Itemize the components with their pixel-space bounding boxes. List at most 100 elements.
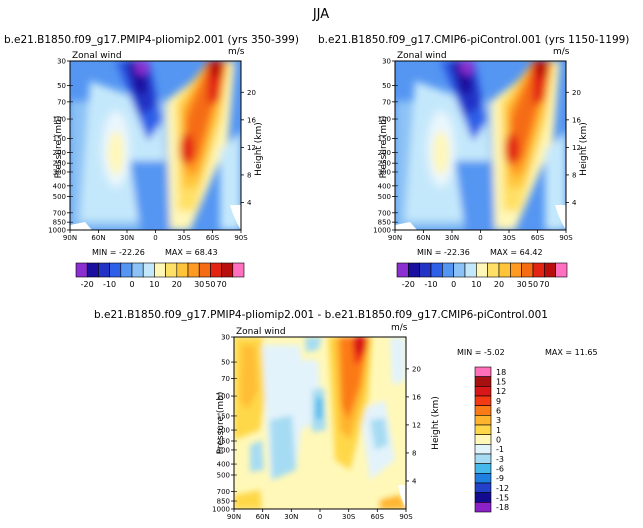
panel-title: b.e21.B1850.f09_g17.PMIP4-pliomip2.001 (… — [4, 34, 299, 46]
y-tick-label: 300 — [217, 446, 230, 454]
x-tick-label: 30S — [342, 513, 356, 521]
contour-field — [234, 337, 406, 509]
colorbar-label: 70 — [539, 280, 549, 289]
colorbar-label: -18 — [496, 503, 509, 512]
y-tick-label: 70 — [221, 375, 230, 383]
colorbar-label: 30 — [194, 280, 204, 289]
y2-tick-label: 12 — [412, 421, 421, 429]
colorbar-swatch — [442, 262, 454, 278]
colorbar-swatch — [176, 262, 189, 278]
y-tick-label: 70 — [382, 98, 391, 106]
x-tick-label: 60S — [206, 234, 220, 242]
colorbar-label: 10 — [149, 280, 159, 289]
y-tick-label: 400 — [53, 182, 66, 190]
colorbar-label: -10 — [424, 280, 437, 289]
y-tick-label: 300 — [378, 168, 391, 176]
colorbar-label: 12 — [496, 387, 506, 396]
y-tick-label: 700 — [53, 209, 66, 217]
y-tick-label: 30 — [57, 58, 66, 66]
min-label: MIN = -22.26 — [92, 248, 145, 257]
colorbar-label: 30 — [517, 280, 527, 289]
y2-axis-label: Height (km) — [579, 122, 589, 176]
y-tick-label: 150 — [378, 135, 391, 143]
y-tick-label: 30 — [221, 334, 230, 342]
colorbar-swatch — [408, 262, 420, 278]
contour-field — [70, 59, 241, 230]
panel-difference: b.e21.B1850.f09_g17.PMIP4-pliomip2.001 -… — [94, 309, 598, 521]
colorbar-swatch — [430, 262, 443, 278]
colorbar-swatch — [187, 262, 200, 278]
y-tick-label: 150 — [217, 412, 230, 420]
x-tick-label: 30S — [502, 234, 516, 242]
figure-title: JJA — [312, 7, 329, 22]
y-tick-label: 100 — [378, 116, 391, 124]
x-tick-label: 90N — [227, 513, 241, 521]
colorbar-swatch — [131, 262, 144, 278]
y-tick-label: 150 — [53, 135, 66, 143]
colorbar-swatch — [142, 262, 155, 278]
colorbar-swatch — [474, 463, 492, 474]
y-tick-label: 1000 — [373, 227, 391, 235]
colorbar-label: -15 — [496, 494, 509, 503]
colorbar-label: -10 — [103, 280, 116, 289]
colorbar-swatch — [474, 405, 492, 416]
x-tick-label: 0 — [318, 513, 322, 521]
y-tick-label: 100 — [217, 393, 230, 401]
x-tick-label: 60S — [371, 513, 385, 521]
y2-axis-label: Height (km) — [431, 396, 441, 450]
max-label: MAX = 64.42 — [490, 248, 543, 257]
y-tick-label: 400 — [378, 182, 391, 190]
colorbar-swatch — [498, 262, 511, 278]
y2-tick-label: 12 — [247, 144, 256, 152]
colorbar-swatch — [396, 262, 409, 278]
panel-pliomip2: b.e21.B1850.f09_g17.PMIP4-pliomip2.001 (… — [4, 34, 299, 289]
y2-tick-label: 4 — [247, 199, 252, 207]
colorbar-label: 0 — [129, 280, 134, 289]
y-tick-label: 250 — [217, 438, 230, 446]
colorbar-swatch — [221, 262, 234, 278]
y-tick-label: 850 — [53, 219, 66, 227]
panel-title: b.e21.B1850.f09_g17.PMIP4-pliomip2.001 -… — [94, 309, 548, 321]
colorbar-swatch — [474, 482, 492, 493]
colorbar-swatch — [198, 262, 211, 278]
colorbar-label: 3 — [496, 416, 501, 425]
colorbar-swatch — [532, 262, 545, 278]
colorbar-swatch — [474, 366, 492, 377]
colorbar-swatch — [544, 262, 556, 278]
colorbar-swatch — [474, 453, 492, 464]
x-tick-label: 30N — [120, 234, 134, 242]
colorbar-label: -3 — [496, 455, 504, 464]
y-tick-label: 1000 — [212, 506, 230, 514]
units-label: m/s — [553, 47, 570, 57]
y-tick-label: 50 — [57, 82, 66, 90]
colorbar-swatch — [474, 424, 492, 435]
colorbar: -20 -10 0 10 20 30 50 70 — [75, 262, 245, 289]
colorbar-label: 0 — [451, 280, 456, 289]
colorbar-swatch — [165, 262, 178, 278]
colorbar-label: 0 — [496, 436, 501, 445]
y-tick-label: 100 — [53, 116, 66, 124]
x-tick-label: 60N — [91, 234, 105, 242]
colorbar-label: -1 — [496, 445, 504, 454]
colorbar: -20 -10 0 10 20 30 50 70 — [396, 262, 568, 289]
colorbar-swatch — [232, 262, 245, 278]
colorbar-swatch — [120, 262, 133, 278]
y2-axis-label: Height (km) — [254, 122, 264, 176]
colorbar-swatch — [210, 262, 222, 278]
y-tick-label: 850 — [378, 219, 391, 227]
colorbar-swatch — [86, 262, 99, 278]
y-axis-label: Pressure (mb) — [54, 116, 64, 179]
x-tick-label: 90S — [234, 234, 248, 242]
y-tick-label: 200 — [217, 427, 230, 435]
y2-tick-label: 16 — [572, 116, 581, 124]
colorbar-label: 20 — [494, 280, 504, 289]
x-axis: 90N 60N 30N 0 30S 60S 90S — [63, 230, 248, 242]
x-tick-label: 60S — [531, 234, 545, 242]
y2-tick-label: 20 — [412, 365, 421, 373]
topography-mask — [555, 205, 566, 230]
colorbar-swatch — [453, 262, 466, 278]
